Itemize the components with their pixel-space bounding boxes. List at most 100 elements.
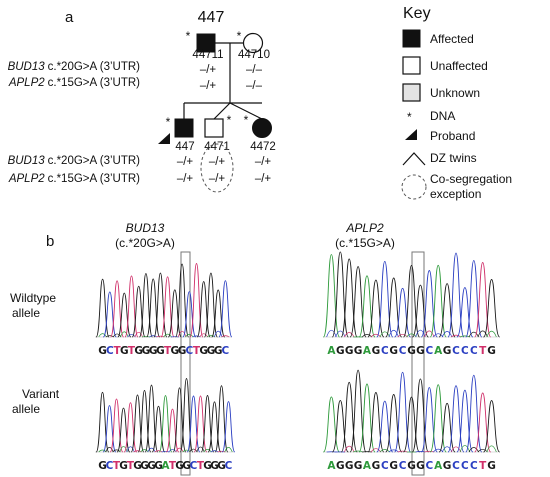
aplp2-wildtype-noise-peak (388, 329, 399, 338)
aplp2-wildtype-peak (411, 284, 429, 338)
bud13-wildtype-base-call: G (156, 345, 165, 357)
geno-4472-aplp2: –/+ (255, 173, 272, 185)
proband-arrow-icon (405, 129, 417, 140)
aplp2-wildtype-base-call: G (487, 345, 496, 357)
bud13-row-label-bottom: BUD13 c.*20G>A (3’UTR) (8, 155, 141, 167)
bud13-variant-base-call: A (161, 460, 170, 472)
aplp2-variant-base-call: G (407, 460, 416, 472)
bud13-wildtype-base-call: G (120, 345, 129, 357)
key-label-dz-twins: DZ twins (430, 151, 477, 165)
aplp2-wildtype-noise-peak (344, 332, 355, 338)
aplp2-wildtype-noise-peak (450, 334, 462, 338)
bud13-wildtype-peak (211, 289, 226, 338)
aplp2-variant-peak (376, 400, 394, 453)
wildtype-row-label-2: allele (12, 306, 40, 320)
aplp2-variant-peak (456, 389, 474, 453)
bud13-wildtype-base-call: T (114, 345, 122, 357)
aplp2-variant-base-call: T (479, 460, 487, 472)
bud13-variant-peak (130, 394, 145, 453)
aplp2-wildtype-noise-peak (468, 331, 479, 338)
twin1-dna-mark: * (227, 113, 232, 127)
geno-4471-bud13: –/+ (209, 156, 226, 168)
aplp2-wildtype-noise-peak (326, 329, 337, 338)
aplp2-wildtype-base-call: C (381, 345, 389, 357)
aplp2-wildtype-base-call: G (389, 345, 398, 357)
bud13-variant-base-call: C (190, 460, 198, 472)
bud13-variant-noise-peak (189, 448, 198, 453)
aplp2-variant-base-call: A (327, 460, 336, 472)
aplp2-variant-base-call: A (363, 460, 372, 472)
proband-arrow-icon (158, 133, 170, 144)
mother-unaffected-circle (242, 32, 264, 54)
dz-twins-icon (402, 152, 426, 166)
bud13-wildtype-peak (102, 291, 117, 338)
bud13-wildtype-noise-peak (98, 333, 107, 338)
bud13-variant-peak (172, 387, 187, 453)
bud13-variant-peak (221, 401, 236, 453)
aplp2-wildtype-noise-peak (397, 334, 408, 338)
bud13-row-label-top: BUD13 c.*20G>A (3’UTR) (8, 61, 141, 73)
aplp2-wildtype-base-call: G (345, 345, 354, 357)
variant-row-label-2: allele (12, 402, 40, 416)
bud13-variant-peak (200, 395, 215, 453)
bud13-wildtype-peak (218, 280, 233, 338)
geno-44710-aplp2: –/– (246, 80, 263, 92)
bud13-variant-base-call: G (182, 460, 191, 472)
bud13-wildtype-base-call: T (128, 345, 136, 357)
bud13-variant-base-call: G (133, 460, 142, 472)
key-label-affected: Affected (430, 32, 474, 46)
twin-affected-circle (252, 118, 272, 138)
bud13-variant-base-call: G (119, 460, 128, 472)
bud13-wildtype-noise-peak (163, 333, 172, 338)
aplp2-wildtype-noise-peak (406, 333, 417, 338)
aplp2-wildtype-base-call: G (443, 345, 452, 357)
bud13-wildtype-noise-peak (199, 333, 208, 338)
bud13-variant-base-call: G (217, 460, 226, 472)
mother-dna-mark: * (237, 29, 242, 43)
geno-4471-aplp2: –/+ (209, 173, 226, 185)
bud13-variant-peak (165, 408, 180, 453)
bud13-wildtype-base-call: G (207, 345, 216, 357)
bud13-variant-peak (186, 395, 201, 453)
aplp2-wildtype-base-call: C (461, 345, 469, 357)
aplp2-wildtype-noise-peak (433, 333, 444, 338)
aplp2-variant-noise-peak (477, 449, 488, 453)
bud13-variant-base-call: T (197, 460, 205, 472)
aplp2-variant-peak (420, 387, 438, 453)
bud13-wildtype-peak (131, 285, 146, 338)
aplp2-variant-base-call: C (425, 460, 433, 472)
bud13-wildtype-peak (153, 272, 168, 338)
bud13-wildtype-noise-peak (221, 335, 230, 338)
bud13-variant-peak (123, 402, 138, 453)
bud13-gene-title: BUD13 (126, 221, 165, 235)
bud13-wildtype-base-call: T (193, 345, 201, 357)
bud13-wildtype-base-call: G (199, 345, 208, 357)
aplp2-wildtype-base-call: C (470, 345, 478, 357)
aplp2-variant-base-call: A (434, 460, 443, 472)
aplp2-wildtype-noise-peak (441, 331, 453, 338)
aplp2-variant-base-call: G (487, 460, 496, 472)
bud13-wildtype-noise-peak (120, 331, 129, 338)
filled-square-icon (402, 29, 421, 48)
father-affected-square (196, 33, 216, 53)
wildtype-row-label-1: Wildtype (10, 291, 56, 305)
aplp2-variant-title: (c.*15G>A) (335, 236, 395, 250)
aplp2-wildtype-peak (456, 287, 474, 338)
key-label-cosegregation-2: exception (430, 187, 481, 201)
aplp2-variant-base-call: C (381, 460, 389, 472)
aplp2-wildtype-base-call: C (425, 345, 433, 357)
aplp2-variant-peak (322, 396, 340, 453)
aplp2-variant-highlight-box (411, 251, 425, 476)
geno-44711-bud13: –/+ (200, 64, 217, 76)
bud13-variant-title: (c.*20G>A) (115, 236, 175, 250)
key-label-unaffected: Unaffected (430, 59, 488, 73)
bud13-variant-base-call: C (225, 460, 233, 472)
bud13-wildtype-base-call: G (214, 345, 223, 357)
panel-a-label: a (65, 9, 74, 26)
bud13-variant-noise-peak (105, 447, 114, 453)
aplp2-variant-base-call: G (345, 460, 354, 472)
bud13-variant-peak (193, 395, 208, 453)
aplp2-wildtype-base-call: G (336, 345, 345, 357)
id-447: 447 (175, 141, 194, 153)
